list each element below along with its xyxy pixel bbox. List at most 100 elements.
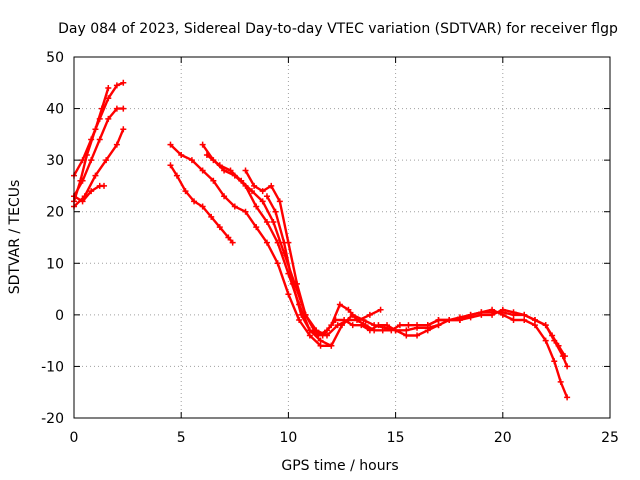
data-point bbox=[272, 208, 279, 215]
data-point bbox=[173, 172, 180, 179]
data-point bbox=[424, 322, 431, 329]
data-point bbox=[298, 311, 305, 318]
data-point bbox=[191, 198, 198, 205]
data-point bbox=[238, 177, 245, 184]
data-point bbox=[358, 322, 365, 329]
data-point bbox=[354, 317, 361, 324]
data-point bbox=[229, 239, 236, 246]
data-point bbox=[435, 322, 442, 329]
data-point bbox=[203, 151, 210, 158]
y-tick-label: 0 bbox=[55, 308, 64, 324]
data-series bbox=[71, 79, 571, 401]
data-point bbox=[392, 327, 399, 334]
data-point bbox=[366, 327, 373, 334]
data-point bbox=[167, 141, 174, 148]
data-point bbox=[96, 136, 103, 143]
data-point bbox=[366, 311, 373, 318]
data-point bbox=[549, 332, 556, 339]
series-line bbox=[72, 127, 125, 208]
data-point bbox=[289, 280, 296, 287]
data-point bbox=[199, 141, 206, 148]
data-point bbox=[345, 306, 352, 313]
plot-border bbox=[73, 56, 611, 419]
data-point bbox=[456, 317, 463, 324]
data-point bbox=[403, 327, 410, 334]
data-point bbox=[227, 167, 234, 174]
data-point bbox=[521, 317, 528, 324]
y-tick-label: 10 bbox=[46, 256, 64, 272]
data-point bbox=[510, 309, 517, 316]
data-point bbox=[263, 239, 270, 246]
data-point bbox=[317, 342, 324, 349]
data-point bbox=[564, 363, 571, 370]
data-point bbox=[510, 317, 517, 324]
data-point bbox=[274, 260, 281, 267]
y-tick-label: -20 bbox=[41, 411, 64, 427]
data-point bbox=[384, 322, 391, 329]
data-point bbox=[248, 188, 255, 195]
data-point bbox=[182, 188, 189, 195]
y-tick-label: 20 bbox=[46, 205, 64, 221]
data-point bbox=[377, 306, 384, 313]
x-tick-label: 5 bbox=[177, 430, 186, 446]
data-point bbox=[531, 317, 538, 324]
data-point bbox=[349, 322, 356, 329]
data-point bbox=[489, 306, 496, 313]
data-point bbox=[263, 219, 270, 226]
data-point bbox=[268, 182, 275, 189]
series-arc-12 bbox=[424, 306, 568, 360]
data-point bbox=[435, 317, 442, 324]
data-point bbox=[332, 317, 339, 324]
data-point bbox=[178, 151, 185, 158]
y-tick-label: 50 bbox=[46, 50, 64, 66]
data-point bbox=[296, 317, 303, 324]
data-point bbox=[242, 167, 249, 174]
chart-title: Day 084 of 2023, Sidereal Day-to-day VTE… bbox=[58, 21, 618, 37]
data-point bbox=[113, 82, 120, 89]
data-point bbox=[446, 317, 453, 324]
series-arc-7 bbox=[167, 162, 236, 246]
data-point bbox=[77, 177, 84, 184]
data-point bbox=[208, 213, 215, 220]
x-tick-label: 0 bbox=[70, 430, 79, 446]
data-point bbox=[424, 327, 431, 334]
data-point bbox=[216, 224, 223, 231]
data-point bbox=[336, 301, 343, 308]
data-point bbox=[113, 105, 120, 112]
data-point bbox=[478, 311, 485, 318]
data-point bbox=[414, 332, 421, 339]
data-point bbox=[306, 327, 313, 334]
data-point bbox=[199, 203, 206, 210]
data-point bbox=[315, 332, 322, 339]
data-point bbox=[531, 322, 538, 329]
data-point bbox=[259, 188, 266, 195]
data-point bbox=[328, 342, 335, 349]
data-point bbox=[253, 224, 260, 231]
data-point bbox=[403, 332, 410, 339]
data-point bbox=[120, 79, 127, 86]
data-point bbox=[167, 162, 174, 169]
series-arc-6 bbox=[167, 141, 335, 349]
data-point bbox=[83, 151, 90, 158]
x-tick-label: 10 bbox=[279, 430, 297, 446]
data-point bbox=[285, 291, 292, 298]
data-point bbox=[467, 314, 474, 321]
data-point bbox=[216, 162, 223, 169]
series-line bbox=[72, 86, 110, 203]
data-point bbox=[564, 394, 571, 401]
data-point bbox=[323, 327, 330, 334]
data-point bbox=[88, 188, 95, 195]
data-point bbox=[79, 198, 86, 205]
data-point bbox=[375, 322, 382, 329]
series-line bbox=[169, 143, 333, 347]
data-point bbox=[561, 353, 568, 360]
data-point bbox=[120, 126, 127, 133]
data-point bbox=[499, 306, 506, 313]
data-point bbox=[263, 193, 270, 200]
x-axis-label: GPS time / hours bbox=[281, 458, 398, 474]
data-point bbox=[489, 311, 496, 318]
data-point bbox=[105, 115, 112, 122]
data-point bbox=[555, 342, 562, 349]
data-point bbox=[276, 198, 283, 205]
